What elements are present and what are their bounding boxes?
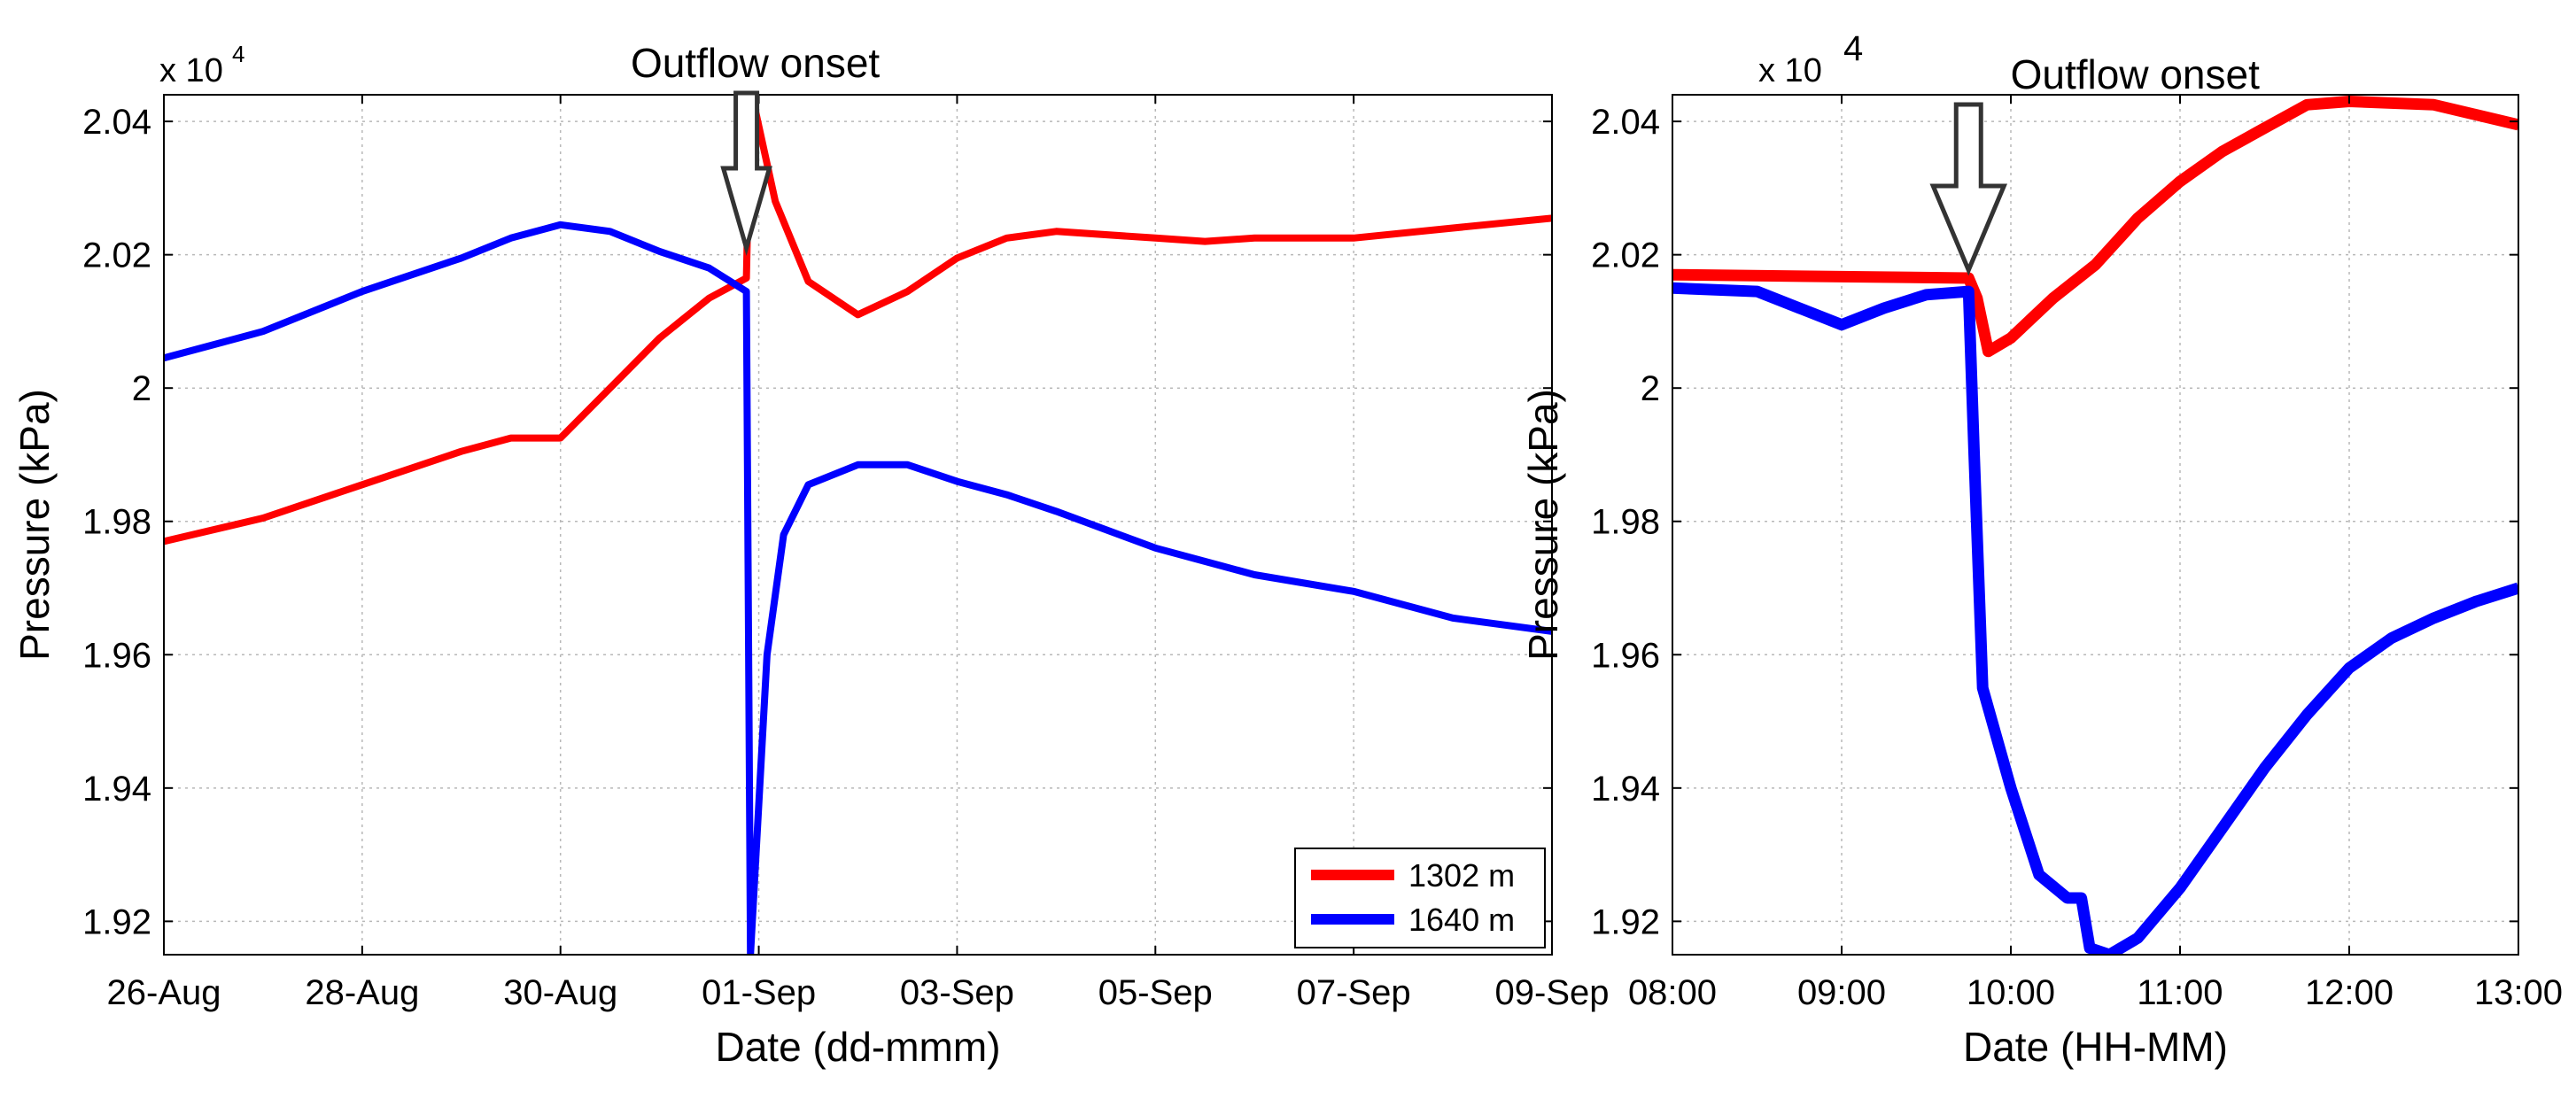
x-tick-label: 12:00 (2305, 973, 2394, 1012)
y-axis: 1.92 1.94 1.96 1.98 2 2.02 2.04 (1591, 103, 2518, 941)
y-tick-label: 1.92 (1591, 902, 1660, 941)
legend-box (1294, 848, 1546, 948)
x-tick-label: 11:00 (2137, 973, 2223, 1012)
x-tick-label: 01-Sep (702, 973, 816, 1012)
multiplier-base: x 10 (159, 52, 223, 89)
y-tick-label: 1.92 (82, 902, 151, 941)
y-axis-label: Pressure (kPa) (1520, 389, 1566, 661)
axis-multiplier: x 10 4 (1758, 29, 1863, 89)
chart-left: 26-Aug 28-Aug 30-Aug 01-Sep 03-Sep 05-Sep 07-S… (12, 40, 1609, 1070)
y-tick-label: 1.98 (82, 503, 151, 542)
multiplier-exponent: 4 (232, 41, 244, 67)
outflow-onset-annotation: Outflow onset (1929, 51, 2260, 276)
annotation-label: Outflow onset (2011, 51, 2260, 97)
y-tick-label: 2.02 (1591, 236, 1660, 275)
x-tick-label: 26-Aug (107, 973, 221, 1012)
axis-multiplier: x 10 4 (159, 41, 244, 89)
y-tick-label: 2 (1641, 369, 1660, 408)
x-tick-label: 03-Sep (900, 973, 1014, 1012)
y-tick-label: 1.94 (82, 770, 151, 809)
legend-label: 1302 m (1408, 857, 1515, 894)
series-line-blue (164, 221, 1552, 955)
y-tick-label: 2 (132, 369, 151, 408)
series-line-red (1672, 96, 2518, 358)
x-axis: 26-Aug 28-Aug 30-Aug 01-Sep 03-Sep 05-Sep 07-S… (107, 95, 1610, 1012)
y-tick-label: 2.02 (82, 236, 151, 275)
grid (164, 95, 1552, 955)
multiplier-base: x 10 (1758, 52, 1822, 89)
axes-frame (1672, 94, 2519, 956)
annotation-label: Outflow onset (631, 40, 880, 86)
plot-area (1672, 96, 2518, 955)
x-tick-label: 08:00 (1628, 973, 1717, 1012)
axes-frame (163, 94, 1553, 956)
x-tick-label: 09:00 (1797, 973, 1886, 1012)
y-tick-label: 2.04 (82, 103, 151, 142)
x-tick-label: 07-Sep (1297, 973, 1411, 1012)
down-arrow-icon (720, 90, 772, 257)
y-tick-label: 1.96 (82, 636, 151, 675)
plot-area (164, 95, 1552, 955)
x-axis-label: Date (HH-MM) (1963, 1024, 2228, 1070)
series-line-blue (1672, 282, 2518, 955)
down-arrow-icon (1929, 102, 2008, 276)
grid (1672, 95, 2518, 955)
x-tick-label: 09-Sep (1495, 973, 1610, 1012)
legend: 1302 m 1640 m (1294, 848, 1546, 948)
x-tick-label: 30-Aug (503, 973, 617, 1012)
series-line-red (164, 95, 1552, 546)
chart-right: 08:00 09:00 10:00 11:00 12:00 13:001.921.941.… (1520, 29, 2563, 1070)
x-tick-label: 10:00 (1967, 973, 2055, 1012)
y-tick-label: 2.04 (1591, 103, 1660, 142)
x-axis: 08:00 09:00 10:00 11:00 12:00 13:00 (1628, 95, 2563, 1012)
x-axis-label: Date (dd-mmm) (715, 1024, 1000, 1070)
multiplier-exponent: 4 (1843, 29, 1863, 68)
y-tick-label: 1.94 (1591, 770, 1660, 809)
x-tick-label: 13:00 (2474, 973, 2563, 1012)
y-axis-label: Pressure (kPa) (12, 389, 58, 661)
outflow-onset-annotation: Outflow onset (631, 40, 880, 257)
x-tick-label: 05-Sep (1098, 973, 1213, 1012)
y-tick-label: 1.96 (1591, 636, 1660, 675)
legend-label: 1640 m (1408, 902, 1515, 938)
y-axis: 1.92 1.94 1.96 1.98 2 2.02 2.04 (82, 103, 1552, 941)
x-tick-label: 28-Aug (305, 973, 419, 1012)
y-tick-label: 1.98 (1591, 503, 1660, 542)
